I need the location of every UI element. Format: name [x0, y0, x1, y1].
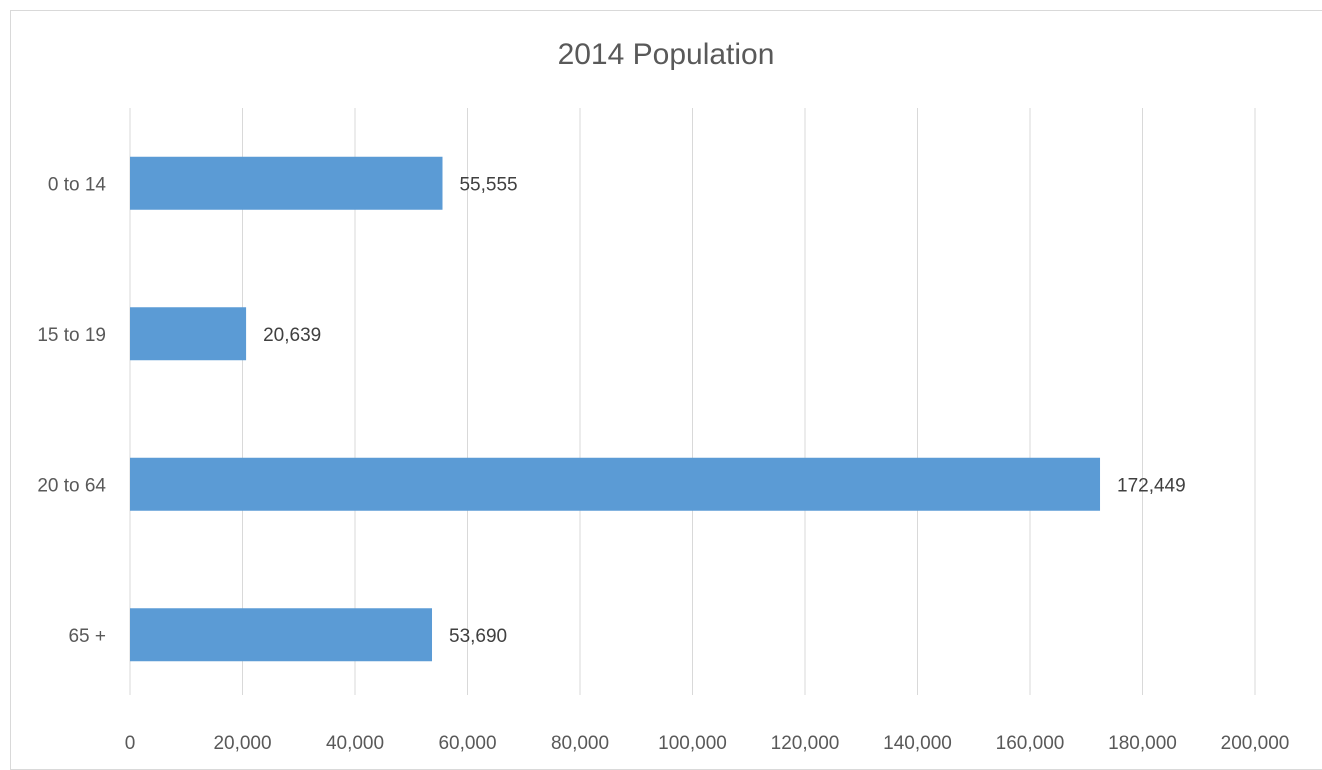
data-label: 172,449	[1117, 475, 1186, 496]
data-label: 20,639	[263, 325, 321, 346]
category-label: 0 to 14	[48, 174, 107, 195]
bars	[130, 156, 1101, 662]
chart-title: 2014 Population	[558, 38, 775, 71]
x-tick-label: 40,000	[326, 733, 384, 754]
category-label: 65 +	[68, 626, 106, 647]
bar	[130, 457, 1101, 511]
x-tick-label: 200,000	[1221, 733, 1290, 754]
x-tick-label: 20,000	[213, 733, 271, 754]
data-label: 53,690	[449, 626, 507, 647]
x-tick-label: 180,000	[1108, 733, 1177, 754]
x-tick-label: 160,000	[996, 733, 1065, 754]
bar	[130, 608, 433, 662]
x-tick-label: 140,000	[883, 733, 952, 754]
value-axis-labels: 0 20,000 40,000 60,000 80,000 100,000 120,000 1…	[125, 733, 1290, 754]
bar	[130, 307, 247, 361]
category-label: 15 to 19	[37, 325, 106, 346]
x-tick-label: 120,000	[771, 733, 840, 754]
x-tick-label: 100,000	[658, 733, 727, 754]
data-label: 55,555	[459, 174, 517, 195]
data-labels: 55,555 20,639 172,449 53,690	[263, 174, 1186, 647]
bar	[130, 156, 443, 210]
category-axis-labels: 0 to 14 15 to 19 20 to 64 65 +	[37, 174, 106, 647]
category-label: 20 to 64	[37, 475, 106, 496]
x-tick-label: 80,000	[551, 733, 609, 754]
x-tick-label: 60,000	[438, 733, 496, 754]
x-tick-label: 0	[125, 733, 136, 754]
